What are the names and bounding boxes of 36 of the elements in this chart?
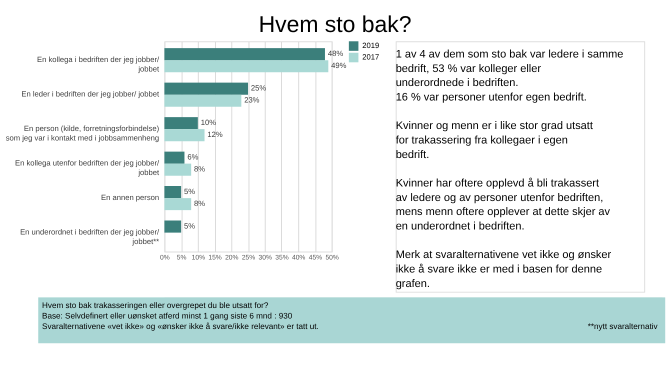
bar [164,94,242,107]
legend-label: 2019 [362,40,380,50]
data-label: 5% [184,221,196,230]
text: 16 % var personer utenfor egen bedrift. [396,92,587,104]
chart-title: Hvem sto bak? [258,11,412,38]
data-label: 12% [207,130,223,140]
data-label: 5% [184,187,196,196]
data-label: 23% [244,96,260,105]
data-label: 6% [187,152,199,162]
y-tick-label: En kollega utenfor bedriften der jeg jobber/ jobbet [15,158,160,178]
data-label: 48% [328,49,344,58]
data-label: 8% [194,199,206,208]
bar [164,152,184,164]
y-tick-label: En leder i bedriften der jeg jobber/ jobbet [21,90,160,99]
text: Kvinner har oftere opplevd å bli trakassert av ledere og av personer utenfor bedriften, mens menn oftere opplever at dette skjer av en underordnet i bedriften. [396,178,611,233]
bar [164,186,182,198]
y-tick-label: En person (kilde, forretningsforbindelse) som jeg var i kontakt med i jobbsammenheng [6,124,160,143]
bar [164,117,198,130]
y-tick-label: En annen person [101,193,160,202]
data-label: 10% [200,118,216,128]
bar [164,164,192,176]
text: Kvinner og menn er i like stor grad utsatt for trakassering fra kollegaer i egen bedrift. [396,120,593,161]
bar [164,82,248,95]
bar [164,129,205,142]
data-label: 49% [331,61,347,70]
y-tick-label: En underordnet i bedriften der jeg jobber/ jobbet** [20,228,160,246]
text: Merk at svaralternativene vet ikke og ønsker ikke å svare ikke er med i basen for denne grafen. [396,249,612,290]
text: 1 av 4 av dem som sto bak var ledere i samme bedrift, 53 % var kolleger eller underordnede i bedriften. [396,48,624,90]
bar [164,220,182,233]
data-label: 25% [250,84,266,93]
bar [164,60,328,72]
bar [164,198,192,210]
y-tick-label: En kollega i bedriften der jeg jobber/ jobbet [37,55,160,74]
bar [164,48,325,60]
data-label: 8% [194,164,206,174]
legend-label: 2017 [362,52,380,62]
